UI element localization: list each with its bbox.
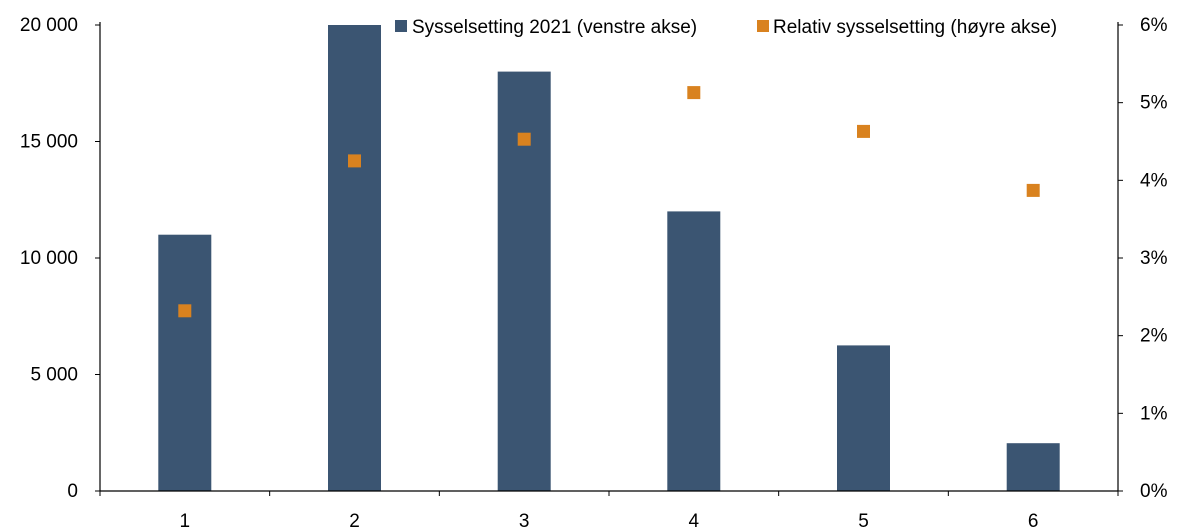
- legend: Sysselsetting 2021 (venstre akse) Relati…: [395, 17, 1057, 38]
- x-tick-label: 6: [1028, 511, 1039, 532]
- x-tick-label: 2: [349, 511, 360, 532]
- left-axis-ticks: 0 5 000 10 000 15 000 20 000: [20, 15, 100, 502]
- bar-2: [328, 25, 381, 491]
- marker-2: [348, 154, 361, 168]
- marker-5: [857, 124, 870, 138]
- legend-label-marker: Relativ sysselsetting (høyre akse): [773, 17, 1057, 38]
- right-tick-label: 2%: [1140, 326, 1168, 347]
- x-tick-label: 1: [180, 511, 191, 532]
- bar-1: [158, 234, 212, 491]
- left-tick-label: 15 000: [20, 132, 78, 153]
- marker-1: [178, 304, 192, 318]
- right-tick-label: 4%: [1140, 170, 1168, 191]
- right-tick-label: 0%: [1140, 481, 1168, 502]
- right-tick-label: 5%: [1140, 93, 1168, 114]
- x-axis-ticks: 1 2 3 4 5 6: [99, 491, 1119, 532]
- bars-layer: [158, 25, 1060, 491]
- right-tick-label: 3%: [1140, 248, 1168, 269]
- left-tick-label: 10 000: [20, 248, 78, 269]
- legend-label-bar: Sysselsetting 2021 (venstre akse): [412, 17, 697, 38]
- x-tick-label: 5: [858, 511, 869, 532]
- right-tick-label: 1%: [1140, 403, 1168, 424]
- bar-6: [1006, 443, 1060, 491]
- markers-layer: [178, 86, 1040, 318]
- left-tick-label: 5 000: [30, 365, 78, 386]
- bar-4: [667, 211, 721, 491]
- legend-swatch-bar: [395, 20, 407, 32]
- marker-6: [1026, 183, 1040, 197]
- right-axis-ticks: 0% 1% 2% 3% 4% 5% 6%: [1118, 15, 1168, 502]
- x-tick-label: 4: [689, 511, 700, 532]
- left-tick-label: 0: [67, 481, 78, 502]
- right-tick-label: 6%: [1140, 15, 1168, 36]
- legend-swatch-marker: [757, 20, 769, 32]
- marker-3: [517, 132, 531, 146]
- bar-5: [837, 345, 890, 491]
- x-tick-label: 3: [519, 511, 530, 532]
- left-tick-label: 20 000: [20, 15, 78, 36]
- marker-4: [687, 86, 701, 100]
